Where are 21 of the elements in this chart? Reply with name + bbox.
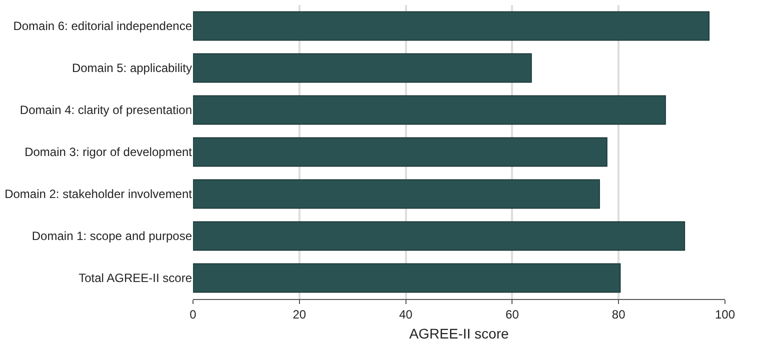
y-tick-label: Domain 2: stakeholder involvement	[4, 187, 193, 202]
x-tick-label: 100	[714, 307, 736, 322]
bar	[193, 137, 608, 167]
x-tick-label: 40	[399, 307, 413, 322]
bar	[193, 263, 621, 293]
x-tick-label: 20	[292, 307, 306, 322]
x-axis-title: AGREE-II score	[409, 326, 509, 342]
y-tick-label: Total AGREE-II score	[78, 271, 192, 286]
y-tick-label: Domain 4: clarity of presentation	[20, 103, 192, 118]
x-tick-label: 80	[612, 307, 626, 322]
bar	[193, 179, 600, 209]
x-tick-label: 60	[506, 307, 520, 322]
x-tick-label: 0	[190, 307, 197, 322]
bar	[193, 95, 666, 125]
y-tick-label: Domain 3: rigor of development	[24, 145, 193, 160]
y-tick-label: Domain 6: editorial independence	[13, 19, 192, 34]
bar	[193, 53, 532, 83]
bar	[193, 11, 710, 41]
bar	[193, 221, 686, 251]
y-tick-label: Domain 5: applicability	[72, 61, 192, 76]
y-tick-label: Domain 1: scope and purpose	[32, 229, 192, 244]
